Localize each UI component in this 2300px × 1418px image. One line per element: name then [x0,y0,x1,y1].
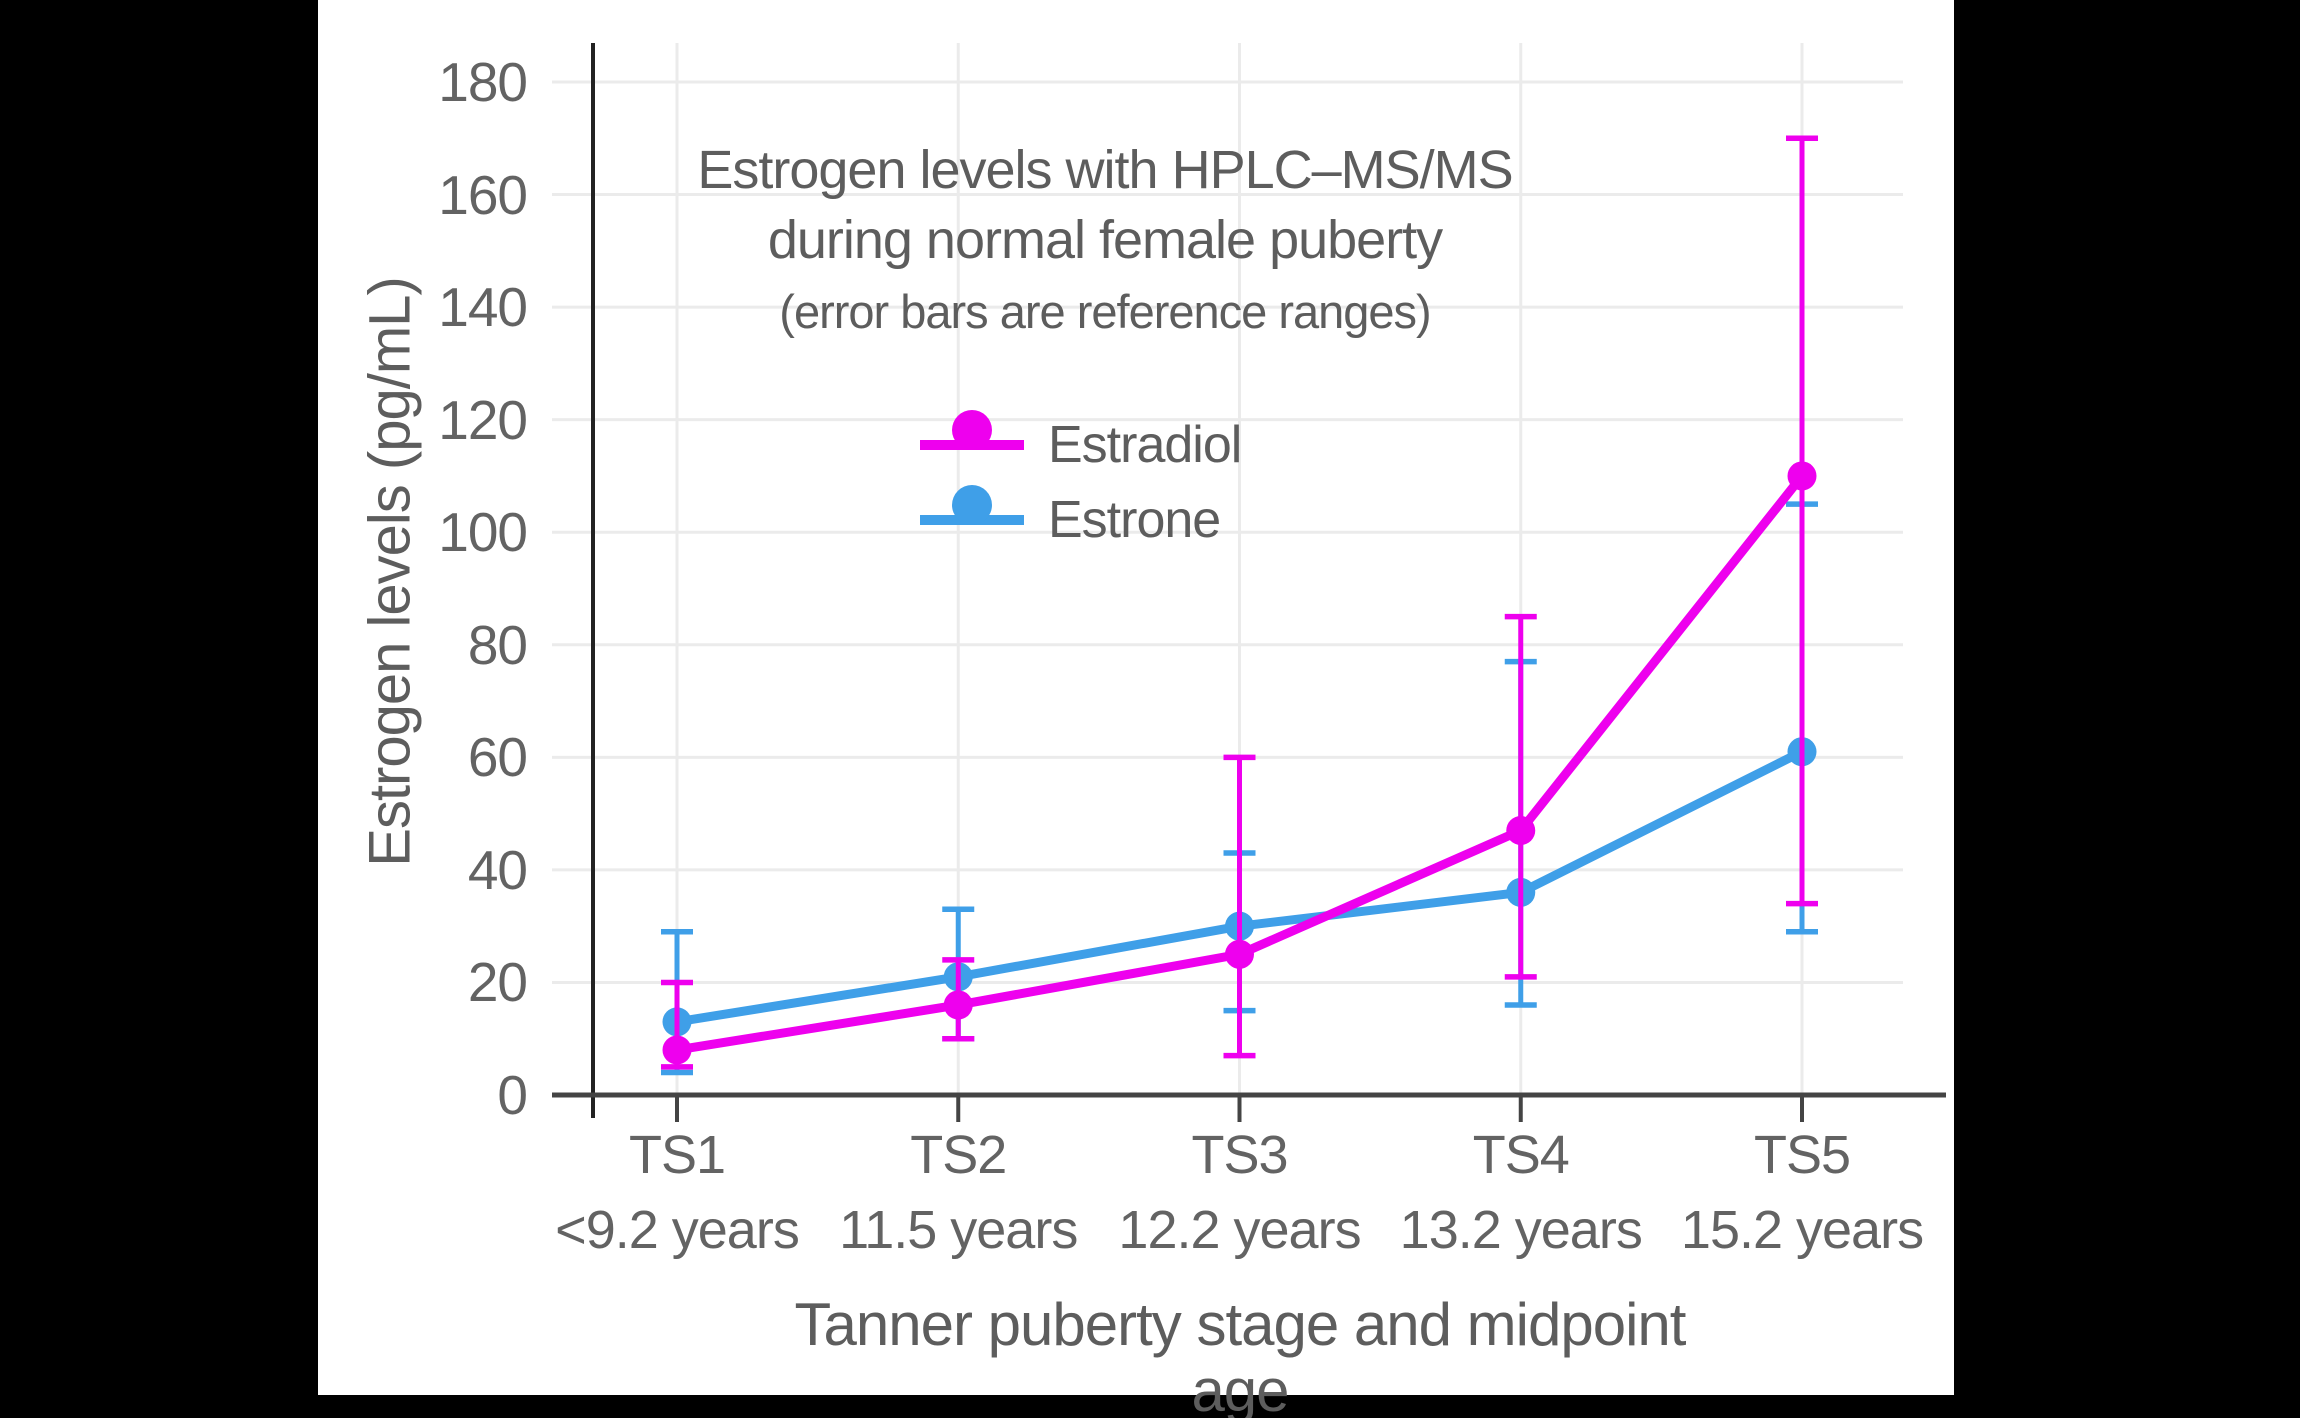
legend-item-estrone[interactable]: Estrone [905,483,1325,557]
x-tick-sublabel: 13.2 years [1399,1200,1643,1260]
x-tick-label: TS4 [1472,1125,1570,1185]
x-tick-label: TS3 [1191,1125,1288,1185]
y-tick-label: 180 [438,51,528,113]
estradiol-point[interactable] [1506,815,1536,845]
chart-background [318,0,1954,1395]
x-tick-label: TS1 [628,1125,726,1185]
estrone-legend-label: Estrone [1048,491,1221,549]
legend-item-estradiol[interactable]: Estradiol [905,408,1325,482]
y-tick-label: 40 [467,838,528,901]
estradiol-legend-label: Estradiol [1048,416,1242,474]
y-tick-label: 0 [497,1064,528,1126]
x-tick-sublabel: <9.2 years [555,1200,800,1260]
estradiol-legend-dot [952,410,992,450]
estradiol-point[interactable] [662,1035,692,1065]
estradiol-point[interactable] [1787,461,1817,491]
y-tick-label: 100 [438,501,528,564]
y-tick-label: 20 [467,951,528,1014]
x-axis-title: Tanner puberty stage and midpoint age [794,1291,1687,1418]
chart-title-line1: Estrogen levels with HPLC–MS/MS [697,140,1513,200]
x-tick-sublabel: 11.5 years [839,1200,1078,1260]
estrone-legend-dot [952,485,992,525]
x-tick-label: TS2 [910,1125,1007,1185]
x-tick-sublabel: 12.2 years [1118,1200,1361,1260]
y-tick-label: 60 [467,726,528,789]
y-tick-label: 160 [438,163,528,226]
chart-title-line2: during normal female puberty [767,210,1443,270]
estradiol-point[interactable] [943,990,973,1020]
y-tick-label: 80 [467,613,528,676]
x-tick-label: TS5 [1753,1125,1851,1185]
y-tick-label: 120 [438,388,528,451]
chart-subtitle: (error bars are reference ranges) [779,285,1431,338]
x-tick-sublabel: 15.2 years [1680,1200,1924,1260]
y-tick-label: 140 [438,276,528,339]
estradiol-point[interactable] [1225,939,1254,969]
